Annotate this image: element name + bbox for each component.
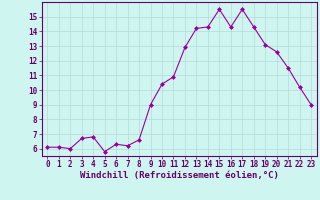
X-axis label: Windchill (Refroidissement éolien,°C): Windchill (Refroidissement éolien,°C)	[80, 171, 279, 180]
